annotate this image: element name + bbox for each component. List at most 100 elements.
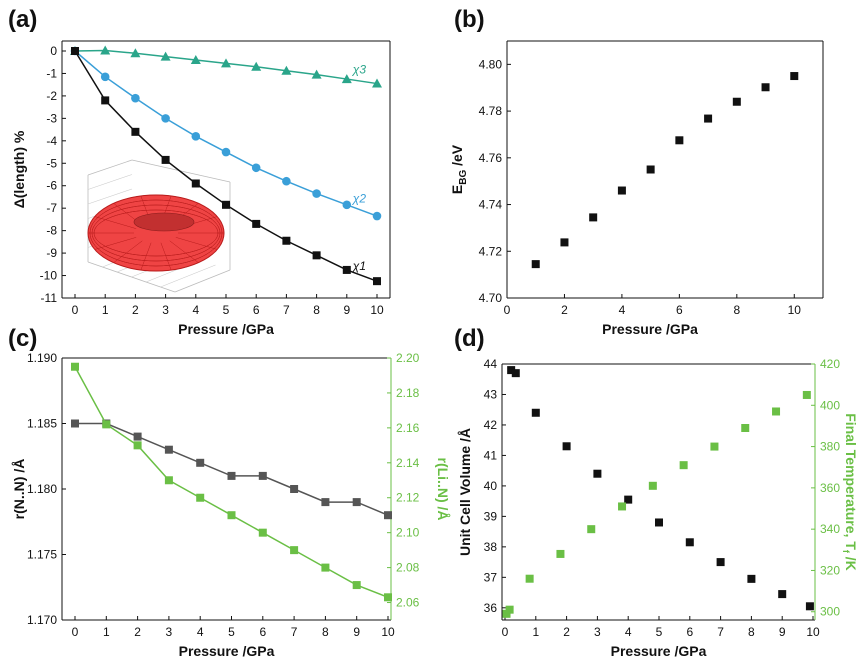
y-tick-label: 0	[50, 44, 57, 58]
x-tick-label: 5	[228, 625, 235, 639]
y-right-tick-label: 320	[820, 563, 840, 577]
y-axis-label-right-sub: f	[841, 550, 851, 554]
data-point-triangle	[251, 61, 262, 71]
data-point	[505, 605, 514, 614]
series-line	[74, 366, 389, 598]
y-tick-label: 38	[484, 540, 498, 554]
x-tick-label: 4	[197, 625, 204, 639]
y-right-tick-label: 340	[820, 522, 840, 536]
y-axis-label-left: Unit Cell Volume /Å	[457, 428, 473, 556]
data-point	[321, 563, 330, 572]
data-point	[258, 528, 267, 537]
x-tick-label: 8	[748, 625, 755, 639]
data-point-triangle	[281, 65, 292, 75]
x-tick-label: 10	[381, 625, 395, 639]
data-point-square	[222, 200, 230, 209]
data-point-square	[101, 96, 110, 105]
panel-label-c: (c)	[8, 325, 37, 352]
data-point	[133, 441, 142, 450]
y-tick-label: 39	[484, 509, 498, 523]
x-tick-label: 10	[806, 625, 820, 639]
data-point	[511, 369, 520, 378]
y-tick-label: 40	[484, 479, 498, 493]
data-point	[732, 97, 741, 106]
data-point	[805, 602, 814, 611]
y-axis-label-right-unit: /K	[843, 553, 856, 571]
y-tick-label: 4.76	[479, 151, 503, 165]
data-point	[589, 213, 598, 222]
data-point-circle	[282, 176, 291, 186]
series-line	[75, 422, 389, 516]
data-point	[227, 471, 236, 480]
y-axis-label-unit: /eV	[449, 144, 465, 170]
x-tick-label: 1	[102, 303, 109, 317]
data-point	[164, 445, 173, 454]
inset-grid-line	[160, 264, 216, 288]
data-point	[258, 471, 267, 480]
y-tick-label: 1.190	[27, 351, 57, 365]
x-tick-label: 2	[132, 303, 139, 317]
data-point	[290, 546, 299, 555]
panel-label-a: (a)	[8, 6, 37, 33]
data-point	[196, 458, 205, 467]
y-tick-label: 41	[484, 448, 498, 462]
data-point	[778, 590, 787, 599]
panel-label-d: (d)	[454, 325, 485, 352]
y-tick-label: 1.170	[27, 613, 57, 627]
x-tick-label: 7	[291, 625, 298, 639]
inset-box-edge	[174, 269, 231, 293]
data-point	[502, 609, 511, 618]
x-tick-label: 3	[594, 625, 601, 639]
y-tick-label: -2	[46, 89, 57, 103]
x-tick-label: 9	[353, 625, 360, 639]
y-tick-label: -1	[46, 66, 57, 80]
data-point	[772, 407, 781, 416]
data-point	[164, 476, 173, 485]
y-right-tick-label: 2.16	[396, 421, 420, 435]
x-tick-label: 1	[532, 625, 539, 639]
data-point	[556, 549, 565, 558]
data-point	[679, 461, 688, 470]
data-point-circle	[131, 93, 140, 103]
y-tick-label: -8	[46, 224, 57, 238]
data-point-square	[373, 277, 381, 286]
data-point	[531, 408, 540, 417]
data-point	[618, 502, 627, 511]
data-point	[790, 72, 799, 81]
data-point-triangle	[190, 54, 201, 64]
data-point-triangle	[100, 45, 111, 55]
torus-hole	[133, 212, 195, 232]
torus-mesh-line	[169, 240, 199, 263]
x-tick-label: 8	[733, 303, 740, 317]
panel-label-b: (b)	[454, 6, 485, 33]
data-point	[560, 238, 569, 247]
y-right-tick-label: 2.20	[396, 351, 420, 365]
y-right-tick-label: 420	[820, 357, 840, 371]
y-tick-label: 44	[484, 357, 498, 371]
series-line-circle	[74, 50, 378, 217]
data-point-square	[71, 47, 79, 55]
y-tick-label: -9	[46, 246, 57, 260]
x-tick-label: 0	[72, 625, 79, 639]
torus-mesh-line	[94, 216, 137, 229]
y-tick-label: 37	[484, 570, 498, 584]
data-point-triangle	[221, 58, 231, 68]
y-tick-label: 36	[484, 601, 498, 615]
y-tick-label: -6	[46, 179, 57, 193]
x-tick-label: 0	[72, 303, 79, 317]
y-axis-label-right: r(Li..N) /Å	[435, 458, 451, 521]
y-axis-label-right-main: Final Temperature, T	[843, 413, 856, 550]
y-right-tick-label: 380	[820, 440, 840, 454]
data-point	[761, 83, 770, 92]
data-point	[71, 362, 79, 371]
y-axis-label-right: Final Temperature, Tf /K	[841, 413, 856, 571]
data-point	[133, 432, 142, 441]
torus-mesh-line	[140, 242, 152, 271]
data-point	[710, 442, 719, 451]
y-tick-label: -10	[40, 269, 58, 283]
y-right-tick-label: 2.18	[396, 386, 420, 400]
y-tick-label: 42	[484, 418, 498, 432]
x-tick-label: 4	[192, 303, 199, 317]
x-tick-label: 0	[504, 303, 511, 317]
